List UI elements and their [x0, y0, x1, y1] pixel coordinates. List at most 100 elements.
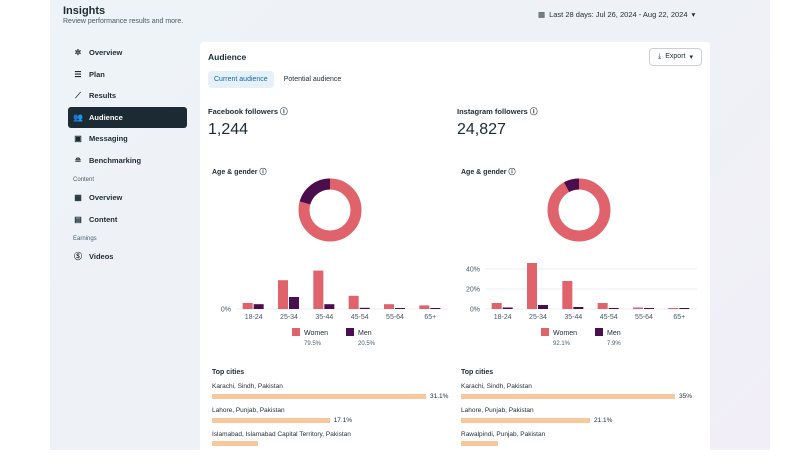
instagram-top-cities: Top cities Karachi, Sindh, Pakistan 35% La…	[461, 369, 706, 446]
instagram-followers-value: 24,827	[457, 121, 506, 138]
sidebar-item-messaging[interactable]: ▣ Messaging	[68, 128, 187, 150]
sidebar-item-overview[interactable]: ✲ Overview	[68, 42, 187, 64]
section-earnings: Earnings	[73, 236, 97, 242]
label: Benchmarking	[89, 155, 142, 165]
city-value: 21.1%	[594, 417, 613, 424]
instagram-column: Instagram followers ⓘ 24,827 Age & gende…	[457, 106, 702, 357]
date-range-label: Last 28 days: Jul 26, 2024 - Aug 22, 202…	[549, 10, 688, 19]
sidebar-item-audience[interactable]: 👥 Audience	[68, 106, 187, 128]
section-content: Content	[73, 177, 95, 183]
city-bar	[461, 418, 590, 423]
facebook-followers-value: 1,244	[208, 121, 249, 138]
bar-women-18-24	[242, 303, 253, 309]
legend-label: Men	[358, 330, 372, 337]
y-tick-label: 40%	[466, 267, 480, 274]
export-label: Export	[665, 53, 686, 60]
sidebar-item-plan[interactable]: ☰ Plan	[68, 64, 187, 86]
bar-men-25-34	[289, 297, 299, 309]
tab-current-audience[interactable]: Current audience	[208, 71, 274, 88]
export-button[interactable]: ⤓ Export ▾	[649, 48, 702, 66]
city-bar	[461, 441, 498, 446]
city-name: Lahore, Punjab, Pakistan	[461, 407, 534, 414]
date-range-picker[interactable]: ▦ Last 28 days: Jul 26, 2024 - Aug 22, 20…	[538, 10, 695, 19]
bar-women-25-34	[527, 263, 537, 309]
network-icon: ✲	[74, 48, 82, 58]
city-value: 17.1%	[333, 417, 353, 424]
city-item: Rawalpindi, Punjab, Pakistan	[461, 431, 706, 446]
legend-swatch	[595, 328, 603, 336]
label: Audience	[89, 112, 123, 122]
bar-men-35-44	[324, 304, 335, 309]
y-tick-label: 20%	[466, 287, 480, 294]
sidebar-item-content[interactable]: ▤ Content	[68, 209, 187, 231]
bar-men-65+	[679, 308, 690, 309]
age-gender-label: Age & gender ⓘ	[212, 169, 267, 176]
caret-down-icon: ▾	[689, 54, 693, 61]
download-icon: ⤓	[658, 53, 662, 60]
grid-icon: ▦	[74, 193, 82, 203]
label: Content	[89, 214, 118, 224]
facebook-followers-label: Facebook followers ⓘ	[208, 107, 288, 116]
caret-down-icon: ▾	[691, 10, 696, 19]
city-bar	[461, 394, 675, 399]
bar-women-45-54	[348, 295, 359, 309]
city-value: 31.1%	[430, 393, 449, 400]
page-subtitle: Review performance results and more.	[63, 18, 184, 25]
city-bar	[212, 441, 259, 446]
legend-label: Women	[553, 330, 577, 337]
facebook-column: Facebook followers ⓘ 1,244 Age & gender …	[208, 106, 453, 357]
x-tick-label: 25-34	[529, 314, 547, 321]
facebook-top-cities: Top cities Karachi, Sindh, Pakistan 31.1%…	[212, 369, 457, 446]
sidebar-item-content-overview[interactable]: ▦ Overview	[68, 187, 187, 209]
bar-women-18-24	[491, 303, 502, 309]
x-tick-label: 45-54	[351, 314, 369, 321]
legend-label: Men	[607, 330, 621, 337]
audience-card: Audience ⤓ Export ▾ Current audience Poten…	[200, 42, 710, 462]
x-tick-label: 35-44	[564, 314, 582, 321]
bar-women-65+	[668, 308, 679, 309]
trend-icon: ⟋	[75, 90, 81, 100]
city-name: Karachi, Sindh, Pakistan	[212, 383, 283, 390]
content-icon: ▤	[74, 214, 82, 224]
label: Overview	[89, 48, 123, 58]
x-tick-label: 55-64	[386, 314, 404, 321]
city-name: Islamabad, Islamabad Capital Territory, …	[212, 431, 351, 438]
city-name: Rawalpindi, Punjab, Pakistan	[461, 431, 546, 438]
bar-men-18-24	[502, 307, 513, 309]
x-tick-label: 18-24	[494, 314, 512, 321]
sidebar-item-benchmarking[interactable]: ≘ Benchmarking	[68, 150, 187, 172]
city-bar	[212, 394, 426, 399]
bar-men-45-54	[359, 307, 370, 309]
bar-men-45-54	[608, 308, 619, 309]
top-cities-title: Top cities	[461, 369, 494, 376]
tab-potential-audience[interactable]: Potential audience	[283, 76, 342, 83]
label: Results	[89, 91, 117, 101]
donut-men-slice	[547, 178, 611, 242]
x-tick-label: 65+	[673, 314, 685, 321]
x-tick-label: 45-54	[600, 314, 618, 321]
city-bar	[212, 418, 330, 423]
instagram-age-gender-chart: 0% 20% 40% 18-24 25-34 35-44 45-54 55-64 65+ Wome…	[466, 178, 697, 347]
city-value: 35%	[679, 393, 693, 400]
bar-women-45-54	[597, 303, 608, 309]
city-item: Islamabad, Islamabad Capital Territory, …	[212, 431, 457, 446]
page-title: Insights	[63, 5, 106, 17]
legend-total: 7.9%	[607, 341, 621, 347]
sidebar-item-videos[interactable]: Ⓢ Videos	[68, 246, 187, 268]
bar-men-65+	[430, 308, 441, 309]
x-tick-label: 65+	[424, 314, 436, 321]
legend-total: 92.1%	[553, 341, 571, 347]
legend-total: 20.5%	[358, 341, 376, 347]
people-icon: 👥	[73, 112, 83, 122]
city-item: Karachi, Sindh, Pakistan 35%	[461, 383, 706, 400]
legend-label: Women	[304, 330, 328, 337]
instagram-followers-label: Instagram followers ⓘ	[457, 107, 538, 116]
label: Plan	[89, 69, 105, 79]
city-item: Lahore, Punjab, Pakistan 21.1%	[461, 407, 706, 424]
benchmark-icon: ≘	[74, 155, 82, 165]
label: Videos	[89, 252, 114, 262]
legend-swatch	[541, 328, 549, 336]
bar-women-55-64	[633, 307, 643, 309]
sidebar-item-results[interactable]: ⟋ Results	[68, 85, 187, 107]
bar-women-35-44	[562, 281, 573, 309]
